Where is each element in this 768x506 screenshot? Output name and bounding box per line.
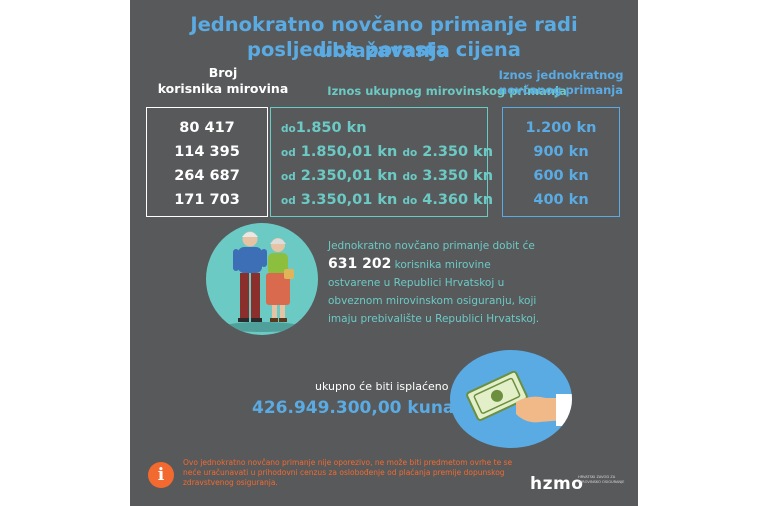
paid-amount: 426.949.300,00 kuna xyxy=(252,398,455,418)
header-count-line-1: Broj xyxy=(208,65,238,80)
info-icon: i xyxy=(148,462,174,488)
infographic: Jednokratno novčano primanje radi ublaža… xyxy=(130,0,638,506)
range-value: 3.350,01 kn xyxy=(300,192,398,208)
title-line-2: posljedica porasta cijena xyxy=(247,38,521,61)
beneficiary-number: 631 202 xyxy=(328,256,392,272)
range-prefix: do xyxy=(402,147,418,159)
note-line-3: zdravstvenog osiguranja. xyxy=(183,478,278,487)
total-range-row: od 3.350,01 kn do 4.360 kn xyxy=(271,188,493,212)
onetime-amount: 900 kn xyxy=(533,144,589,160)
hzmo-logo-subtitle: HRVATSKI ZAVOD ZA MIROVINSKO OSIGURANJE xyxy=(578,475,625,484)
total-range-row: od 1.850,01 kn do 2.350 kn xyxy=(271,140,493,164)
range-value: 2.350,01 kn xyxy=(300,168,398,184)
range-prefix: do xyxy=(281,123,296,135)
note-line-1: Ovo jednokratno novčano primanje nije op… xyxy=(183,458,513,467)
header-total: Iznos ukupnog mirovinskog primanja xyxy=(327,84,567,98)
title-line-1: Jednokratno novčano primanje radi ublaža… xyxy=(190,13,578,62)
elderly-couple-illustration xyxy=(206,223,318,335)
range-prefix: do xyxy=(402,171,418,183)
total-range-row: do1.850 kn xyxy=(271,116,487,140)
beneficiaries-info: Jednokratno novčano primanje dobit će 63… xyxy=(328,237,578,328)
range-prefix: od xyxy=(281,171,296,183)
count-box: 80 417 114 395 264 687 171 703 xyxy=(146,107,268,217)
header-onetime: Iznos jednokratnog novčanog primanja xyxy=(496,68,626,98)
onetime-amount: 400 kn xyxy=(533,192,589,208)
paid-label: ukupno će biti isplaćeno xyxy=(315,380,449,393)
range-value: 2.350 kn xyxy=(422,144,494,160)
elderly-couple-icon xyxy=(222,231,302,332)
info-line-5: imaju prebivalište u Republici Hrvatskoj… xyxy=(328,313,540,325)
range-prefix: od xyxy=(281,147,296,159)
hzmo-logo: hzmo xyxy=(530,474,584,494)
onetime-box: 1.200 kn 900 kn 600 kn 400 kn xyxy=(502,107,620,217)
onetime-amount: 600 kn xyxy=(533,168,589,184)
range-value: 1.850 kn xyxy=(295,120,367,136)
count-cell: 264 687 xyxy=(174,168,240,184)
info-line-3: ostvarene u Republici Hrvatskoj u xyxy=(328,277,505,289)
header-onetime-line-2: novčanog primanja xyxy=(499,83,623,97)
onetime-amount: 1.200 kn xyxy=(525,120,597,136)
total-range-row: od 2.350,01 kn do 3.350 kn xyxy=(271,164,493,188)
disclaimer-note: Ovo jednokratno novčano primanje nije op… xyxy=(183,458,513,488)
range-prefix: od xyxy=(281,195,296,207)
info-line-1: Jednokratno novčano primanje dobit će xyxy=(328,240,535,252)
total-box: do1.850 kn od 1.850,01 kn do 2.350 kn od… xyxy=(270,107,493,217)
count-cell: 80 417 xyxy=(179,120,235,136)
header-onetime-line-1: Iznos jednokratnog xyxy=(498,68,624,82)
count-cell: 114 395 xyxy=(174,144,240,160)
range-value: 3.350 kn xyxy=(422,168,494,184)
info-line-4: obveznom mirovinskom osiguranju, koji xyxy=(328,295,537,307)
range-value: 1.850,01 kn xyxy=(300,144,398,160)
money-hand-illustration xyxy=(450,350,572,448)
header-count: Broj korisnika mirovina xyxy=(148,65,298,97)
money-hand-icon xyxy=(466,370,572,426)
note-line-2: neće uračunavati u prihodovni cenzus za … xyxy=(183,468,505,477)
count-cell: 171 703 xyxy=(174,192,240,208)
header-count-line-2: korisnika mirovina xyxy=(157,81,289,96)
range-value: 4.360 kn xyxy=(422,192,494,208)
range-prefix: do xyxy=(402,195,418,207)
info-line-2: 631 202 korisnika mirovine xyxy=(328,255,578,274)
info-line-2-rest: korisnika mirovine xyxy=(394,259,491,271)
